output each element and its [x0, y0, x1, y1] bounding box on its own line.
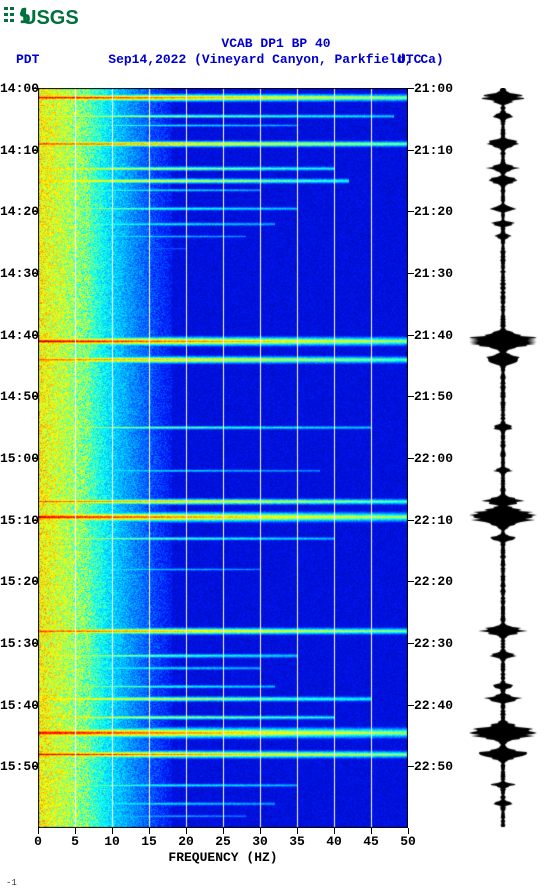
x-label: 50	[396, 834, 420, 849]
x-label: 45	[359, 834, 383, 849]
y-left-label: 14:20	[0, 204, 36, 219]
y-left-label: 14:40	[0, 328, 36, 343]
y-right-label: 22:40	[414, 698, 458, 713]
y-tick	[408, 458, 414, 459]
y-left-label: 14:10	[0, 143, 36, 158]
y-left-label: 15:50	[0, 759, 36, 774]
y-left-label: 15:30	[0, 636, 36, 651]
spectrogram-plot	[38, 88, 408, 828]
y-left-label: 15:40	[0, 698, 36, 713]
y-tick	[408, 335, 414, 336]
y-tick	[408, 581, 414, 582]
y-left-label: 15:10	[0, 513, 36, 528]
tz-right-label: UTC	[398, 52, 421, 67]
x-label: 40	[322, 834, 346, 849]
y-tick	[32, 150, 38, 151]
usgs-logo: USGS	[4, 4, 104, 30]
y-left-label: 14:30	[0, 266, 36, 281]
footer-mark: -1	[6, 878, 17, 888]
seismogram-canvas	[468, 88, 538, 828]
seismogram-panel	[468, 88, 538, 828]
x-label: 20	[174, 834, 198, 849]
y-left-label: 14:50	[0, 389, 36, 404]
x-label: 10	[100, 834, 124, 849]
y-tick	[408, 88, 414, 89]
y-tick	[408, 705, 414, 706]
y-left-label: 14:00	[0, 81, 36, 96]
y-tick	[32, 335, 38, 336]
y-right-label: 21:30	[414, 266, 458, 281]
y-tick	[408, 273, 414, 274]
y-right-label: 22:30	[414, 636, 458, 651]
x-label: 0	[26, 834, 50, 849]
y-right-label: 22:00	[414, 451, 458, 466]
y-right-label: 21:40	[414, 328, 458, 343]
y-right-label: 21:10	[414, 143, 458, 158]
chart-subtitle: Sep14,2022 (Vineyard Canyon, Parkfield, …	[0, 52, 552, 67]
x-label: 30	[248, 834, 272, 849]
y-right-label: 22:10	[414, 513, 458, 528]
y-tick	[408, 211, 414, 212]
y-tick	[408, 643, 414, 644]
page-root: USGS VCAB DP1 BP 40 PDT Sep14,2022 (Vine…	[0, 0, 552, 892]
y-right-label: 22:50	[414, 759, 458, 774]
y-right-label: 21:20	[414, 204, 458, 219]
y-right-label: 21:00	[414, 81, 458, 96]
y-tick	[408, 150, 414, 151]
chart-title: VCAB DP1 BP 40	[0, 36, 552, 51]
x-label: 25	[211, 834, 235, 849]
spectrogram-canvas	[38, 88, 408, 828]
y-tick	[32, 396, 38, 397]
y-tick	[408, 766, 414, 767]
y-tick	[32, 458, 38, 459]
x-label: 35	[285, 834, 309, 849]
x-axis-title: FREQUENCY (HZ)	[38, 850, 408, 865]
x-label: 5	[63, 834, 87, 849]
y-tick	[32, 581, 38, 582]
y-right-label: 21:50	[414, 389, 458, 404]
y-tick	[32, 520, 38, 521]
y-tick	[408, 396, 414, 397]
x-label: 15	[137, 834, 161, 849]
y-right-label: 22:20	[414, 574, 458, 589]
y-tick	[32, 766, 38, 767]
y-left-label: 15:00	[0, 451, 36, 466]
y-tick	[408, 520, 414, 521]
svg-text:USGS: USGS	[22, 7, 79, 29]
y-tick	[32, 273, 38, 274]
y-left-label: 15:20	[0, 574, 36, 589]
y-tick	[32, 705, 38, 706]
y-tick	[32, 643, 38, 644]
y-tick	[32, 88, 38, 89]
y-tick	[32, 211, 38, 212]
